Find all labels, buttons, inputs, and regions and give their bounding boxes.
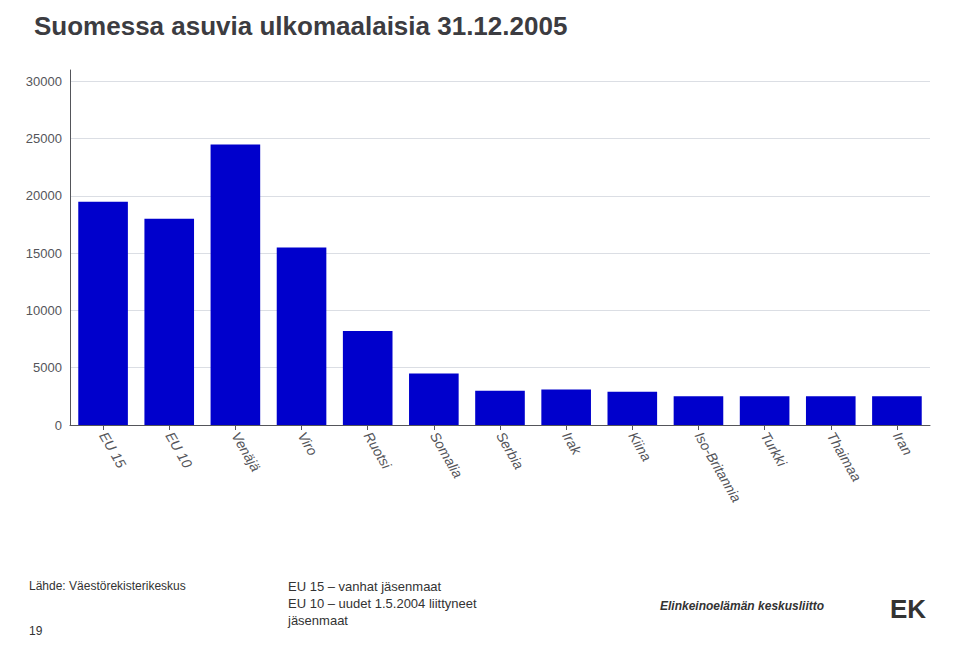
svg-text:Irak: Irak	[559, 429, 585, 458]
svg-text:EU 15 – vanhat jäsenmaat: EU 15 – vanhat jäsenmaat	[288, 579, 442, 594]
svg-text:19: 19	[29, 624, 43, 638]
svg-text:10000: 10000	[26, 303, 62, 318]
svg-text:20000: 20000	[26, 188, 62, 203]
svg-text:15000: 15000	[26, 246, 62, 261]
svg-text:Turkki: Turkki	[758, 429, 791, 470]
svg-text:Somalia: Somalia	[427, 429, 466, 481]
svg-text:Iso-Britannia: Iso-Britannia	[692, 429, 745, 505]
svg-text:EU 10 – uudet 1.5.2004 liittyn: EU 10 – uudet 1.5.2004 liittyneet	[288, 596, 477, 611]
svg-text:EK: EK	[890, 594, 926, 624]
svg-text:Ruotsi: Ruotsi	[361, 429, 395, 472]
svg-text:5000: 5000	[33, 360, 62, 375]
svg-text:EU 15: EU 15	[96, 429, 129, 471]
svg-text:0: 0	[55, 418, 62, 433]
svg-text:Lähde: Väestörekisterikeskus: Lähde: Väestörekisterikeskus	[29, 579, 186, 593]
svg-text:25000: 25000	[26, 131, 62, 146]
svg-text:Elinkeinoelämän keskusliitto: Elinkeinoelämän keskusliitto	[660, 599, 824, 613]
svg-text:Thaimaa: Thaimaa	[824, 429, 865, 484]
svg-text:Serbia: Serbia	[493, 429, 527, 472]
svg-text:Iran: Iran	[890, 429, 916, 458]
svg-text:30000: 30000	[26, 74, 62, 89]
svg-text:jäsenmaat: jäsenmaat	[287, 613, 348, 628]
svg-text:Suomessa asuvia ulkomaalaisia: Suomessa asuvia ulkomaalaisia 31.12.2005	[34, 11, 567, 41]
svg-text:Venäjä: Venäjä	[228, 429, 263, 474]
svg-text:Viro: Viro	[295, 429, 321, 459]
svg-text:EU 10: EU 10	[162, 429, 195, 471]
svg-text:Kiina: Kiina	[625, 429, 655, 464]
